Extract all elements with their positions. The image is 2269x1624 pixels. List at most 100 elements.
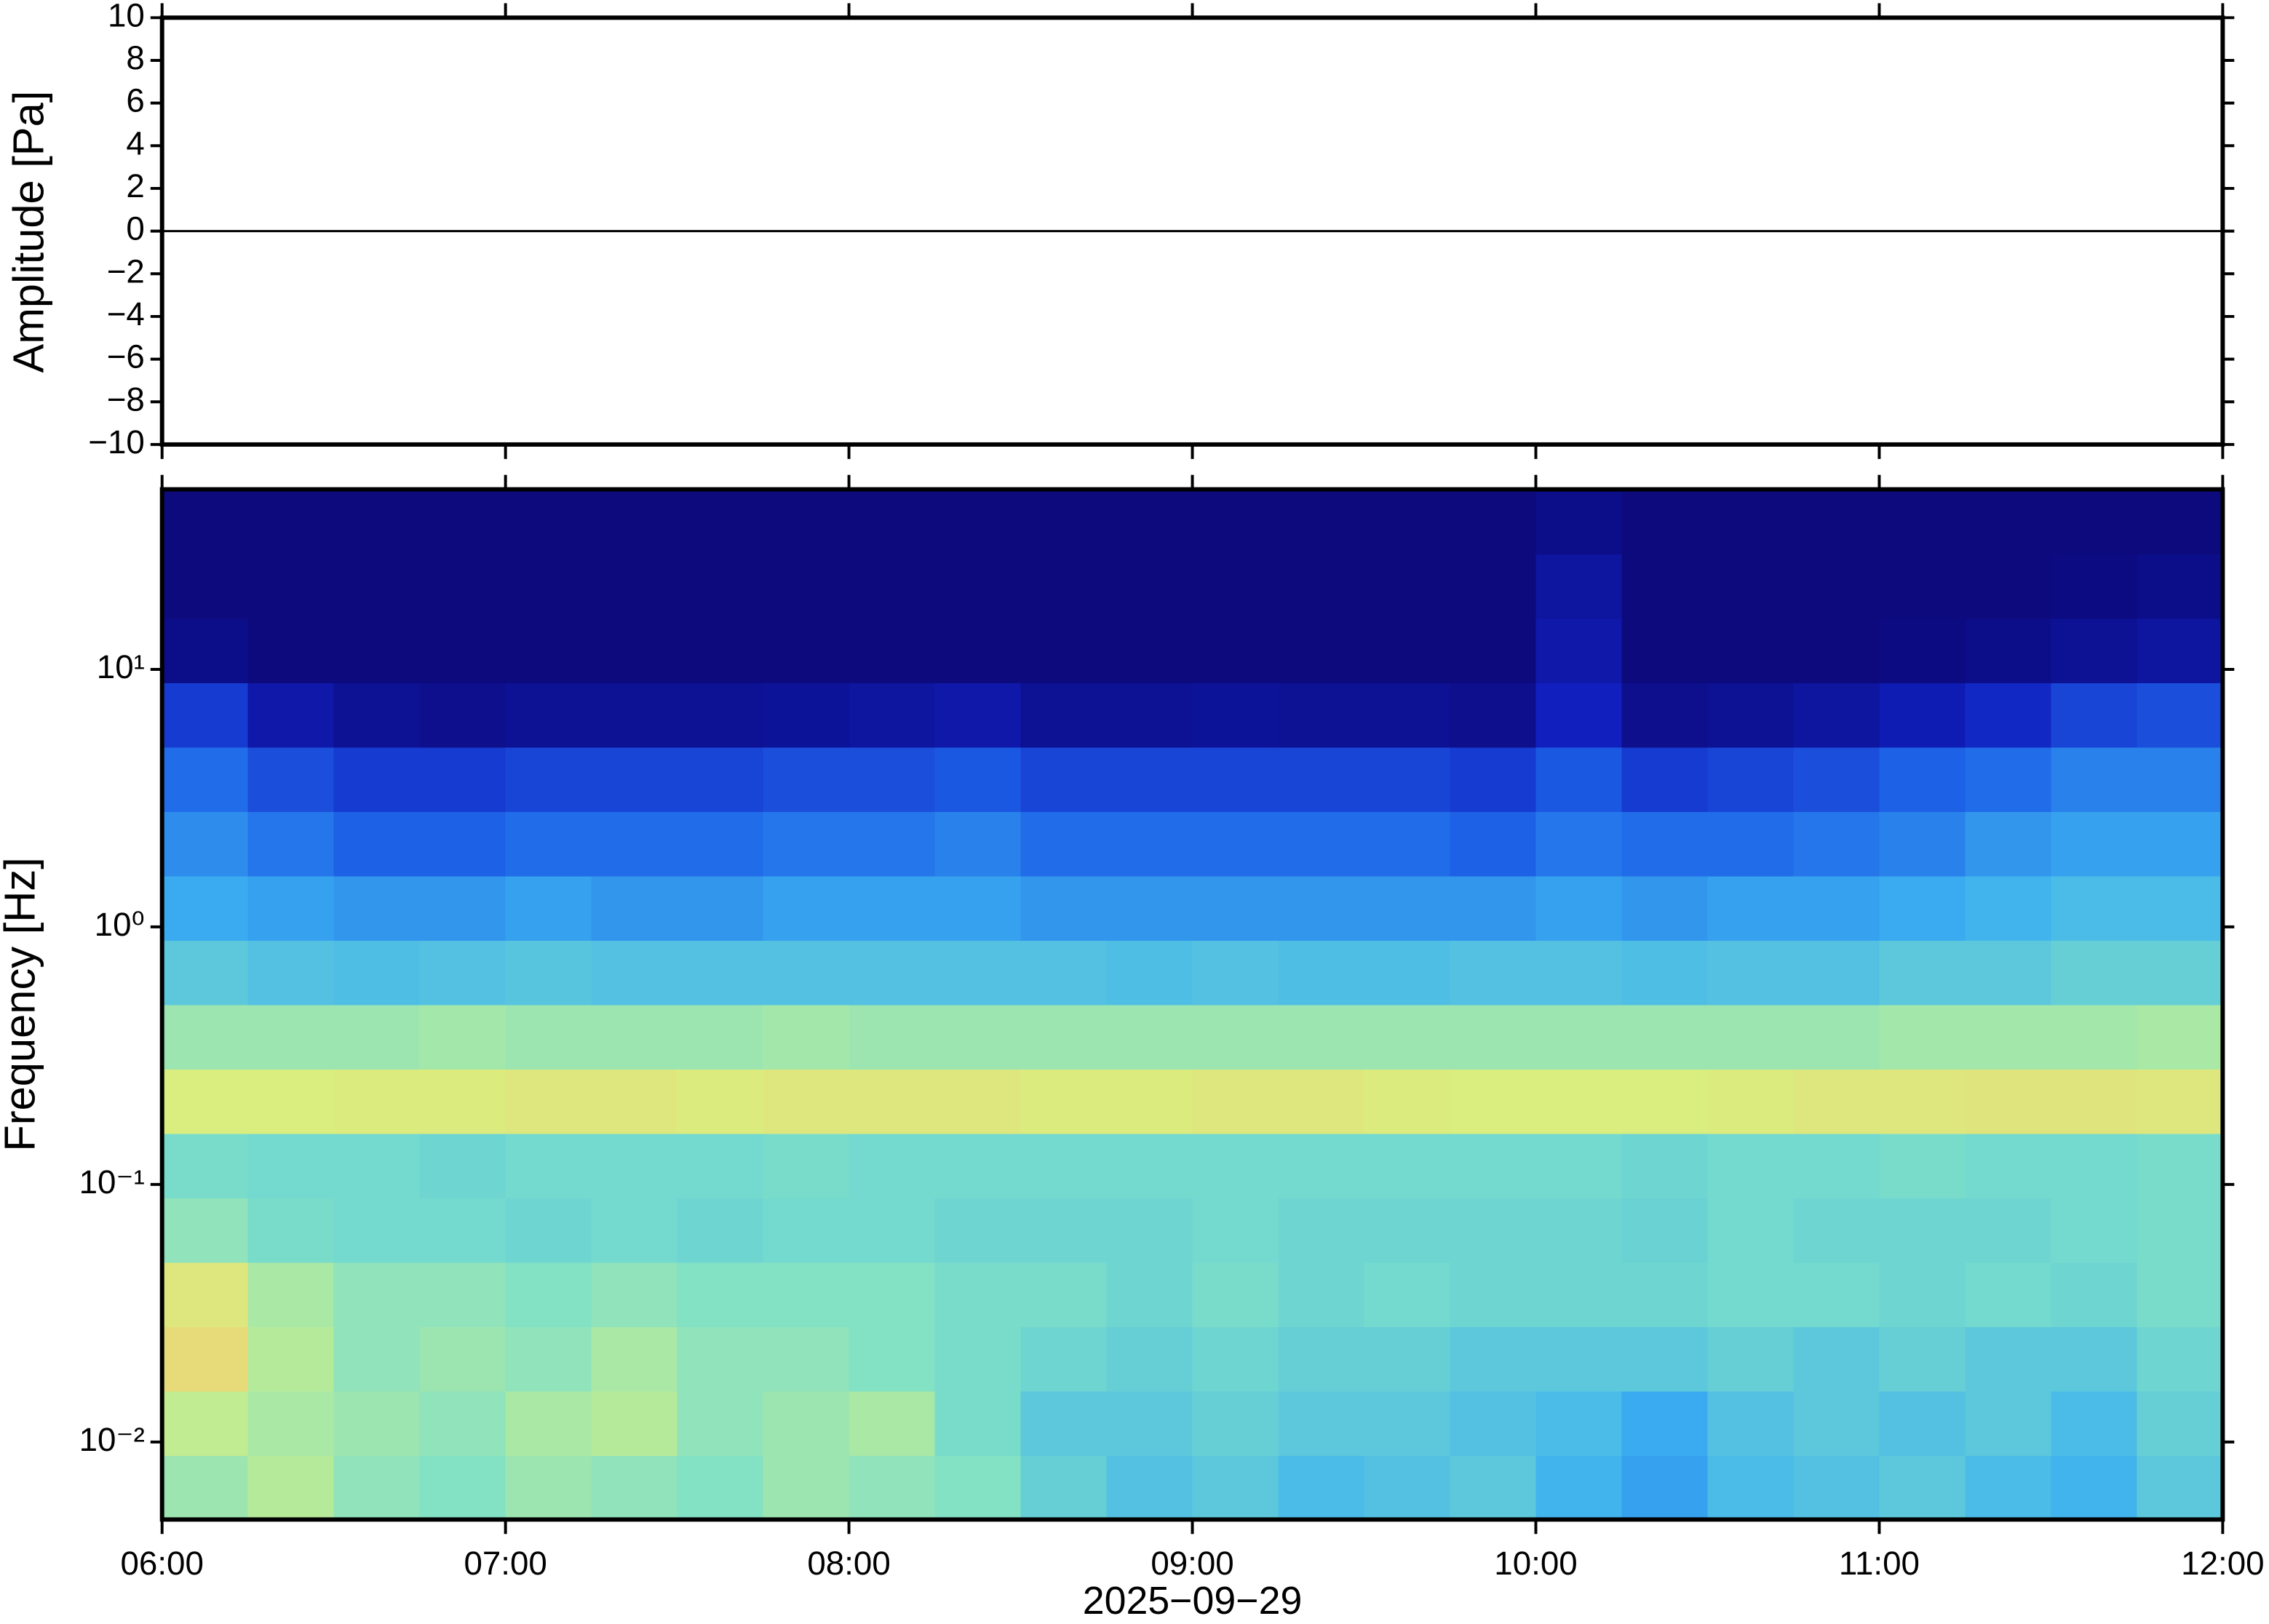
- heat-cell: [849, 1262, 936, 1328]
- heat-cell: [1020, 1390, 1108, 1456]
- heat-cell: [1450, 940, 1537, 1006]
- heat-cell: [333, 1004, 421, 1070]
- heat-cell: [505, 811, 592, 877]
- heat-cell: [1707, 747, 1795, 813]
- heat-cell: [1535, 554, 1623, 619]
- heat-cell: [1364, 1004, 1451, 1070]
- heat-cell: [162, 554, 249, 619]
- heat-cell: [1278, 1004, 1365, 1070]
- heat-cell: [1965, 875, 2052, 942]
- heat-cell: [1535, 1069, 1623, 1134]
- heat-cell: [1106, 1262, 1193, 1328]
- heat-cell: [1879, 682, 1966, 748]
- heat-cell: [1535, 682, 1623, 748]
- heat-cell: [677, 1133, 764, 1198]
- heat-cell: [419, 1004, 506, 1070]
- heat-cell: [1707, 1004, 1795, 1070]
- heat-cell: [849, 940, 936, 1006]
- heat-cell: [591, 489, 678, 555]
- heat-cell: [849, 1326, 936, 1392]
- heat-cell: [505, 489, 592, 555]
- heat-cell: [1364, 1069, 1451, 1134]
- heat-cell: [1707, 940, 1795, 1006]
- heat-cell: [2051, 1390, 2138, 1456]
- heat-cell: [2137, 1454, 2224, 1521]
- heat-cell: [162, 1390, 249, 1456]
- heat-cell: [1793, 489, 1880, 555]
- heat-cell: [1192, 489, 1279, 555]
- heat-cell: [1965, 1069, 2052, 1134]
- heat-cell: [1707, 1197, 1795, 1263]
- heat-cell: [1707, 1390, 1795, 1456]
- heat-cell: [505, 1004, 592, 1070]
- heat-cell: [763, 1004, 850, 1070]
- heat-cell: [591, 682, 678, 748]
- heat-cell: [1020, 554, 1108, 619]
- heat-cell: [1450, 682, 1537, 748]
- heat-cell: [1106, 554, 1193, 619]
- heat-cell: [2051, 682, 2138, 748]
- heat-cell: [677, 489, 764, 555]
- y-tick-label: 0: [126, 210, 144, 247]
- heat-cell: [934, 1004, 1022, 1070]
- heat-cell: [2051, 1454, 2138, 1521]
- heat-cell: [1621, 489, 1709, 555]
- heat-cell: [1450, 618, 1537, 684]
- y-tick-label: 8: [126, 39, 144, 76]
- heat-cell: [677, 1197, 764, 1263]
- heat-cell: [849, 489, 936, 555]
- heat-cell: [934, 811, 1022, 877]
- heat-cell: [162, 1004, 249, 1070]
- heat-cell: [1364, 554, 1451, 619]
- heat-cell: [1793, 682, 1880, 748]
- heat-cell: [1707, 1069, 1795, 1134]
- spectrogram: [162, 489, 2224, 1521]
- y-tick-label: 10⁻²: [79, 1421, 145, 1458]
- y-tick-label: 10⁻¹: [79, 1163, 145, 1201]
- heat-cell: [247, 1390, 335, 1456]
- heat-cell: [763, 747, 850, 813]
- heat-cell: [1020, 1197, 1108, 1263]
- heat-cell: [333, 940, 421, 1006]
- x-tick-label: 08:00: [807, 1545, 890, 1582]
- heat-cell: [333, 554, 421, 619]
- heat-cell: [1020, 1262, 1108, 1328]
- heat-cell: [1879, 1197, 1966, 1263]
- y-axis-label: Frequency [Hz]: [0, 857, 44, 1151]
- heat-cell: [677, 1454, 764, 1521]
- heat-cell: [2051, 1133, 2138, 1198]
- heat-cell: [2051, 1004, 2138, 1070]
- heat-cell: [591, 875, 678, 942]
- heat-cell: [1192, 682, 1279, 748]
- heat-cell: [2051, 1262, 2138, 1328]
- heat-cell: [1364, 1326, 1451, 1392]
- heat-cell: [591, 940, 678, 1006]
- heat-cell: [333, 1197, 421, 1263]
- heat-cell: [1278, 682, 1365, 748]
- heat-cell: [1278, 875, 1365, 942]
- heat-cell: [333, 1390, 421, 1456]
- heat-cell: [1278, 618, 1365, 684]
- heat-cell: [247, 489, 335, 555]
- heat-cell: [1621, 1004, 1709, 1070]
- heat-cell: [419, 875, 506, 942]
- heat-cell: [849, 1197, 936, 1263]
- heat-cell: [1364, 1390, 1451, 1456]
- heat-cell: [591, 811, 678, 877]
- heat-cell: [763, 682, 850, 748]
- heat-cell: [934, 554, 1022, 619]
- heat-cell: [1278, 1326, 1365, 1392]
- heat-cell: [2051, 747, 2138, 813]
- heat-cell: [333, 811, 421, 877]
- heat-cell: [505, 554, 592, 619]
- heat-cell: [1020, 1133, 1108, 1198]
- heat-cell: [1450, 875, 1537, 942]
- heat-cell: [1793, 1197, 1880, 1263]
- heat-cell: [1106, 682, 1193, 748]
- heat-cell: [162, 1326, 249, 1392]
- heat-cell: [934, 1454, 1022, 1521]
- heat-cell: [1621, 811, 1709, 877]
- heat-cell: [247, 875, 335, 942]
- heat-cell: [1879, 1069, 1966, 1134]
- heat-cell: [1707, 875, 1795, 942]
